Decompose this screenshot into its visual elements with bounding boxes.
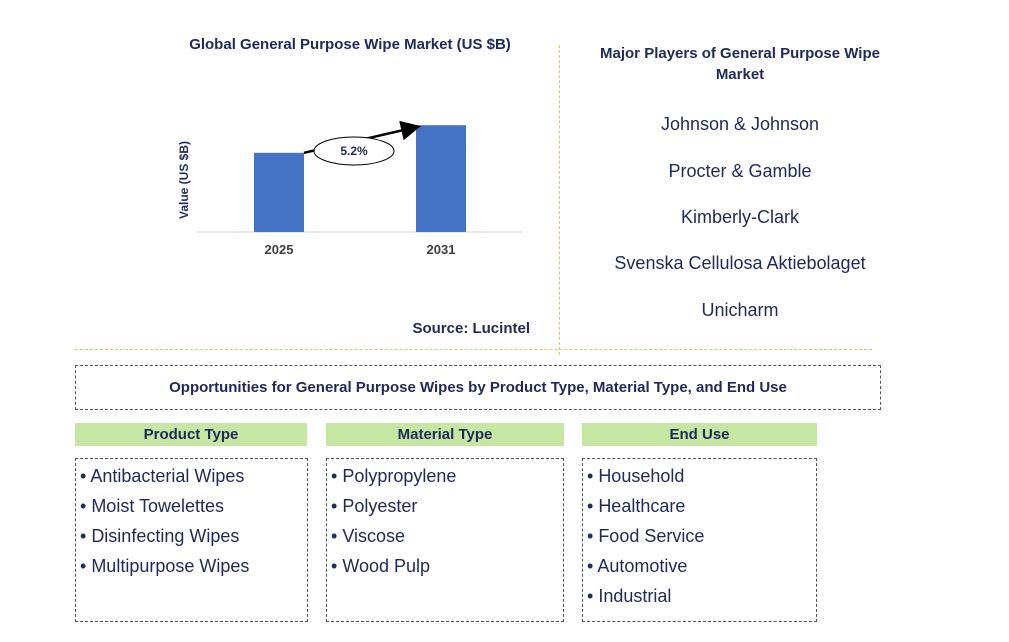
cagr-bubble (313, 136, 395, 166)
chart-title: Global General Purpose Wipe Market (US $… (189, 36, 511, 53)
y-axis-label: Value (US $B) (177, 141, 191, 219)
player-item: Johnson & Johnson (660, 114, 820, 134)
player-item: Svenska Cellulosa Aktiebolaget (614, 253, 866, 273)
players-title: Major Players of General Purpose Wipe Ma… (600, 45, 880, 83)
list-item: • Antibacterial Wipes (80, 466, 245, 486)
list-item: • Household (587, 466, 685, 486)
list-item: • Healthcare (587, 496, 686, 516)
list-item: • Polyester (331, 496, 418, 516)
list-item: • Multipurpose Wipes (80, 556, 250, 576)
x-tick-label: 2031 (427, 242, 456, 257)
list-item: • Food Service (587, 526, 705, 546)
x-tick-label: 2025 (265, 242, 294, 257)
player-item: Unicharm (701, 300, 779, 320)
list-item: • Wood Pulp (331, 556, 431, 576)
product-type-list: • Antibacterial Wipes • Moist Towelettes… (75, 458, 308, 622)
list-item: • Moist Towelettes (80, 496, 225, 516)
horizontal-divider (75, 349, 872, 350)
cagr-label: 5.2% (340, 144, 368, 158)
list-item: • Polypropylene (331, 466, 457, 486)
end-use-list: • Household • Healthcare • Food Service … (582, 458, 817, 622)
material-type-list: • Polypropylene • Polyester • Viscose • … (326, 458, 564, 622)
list-item: • Disinfecting Wipes (80, 526, 240, 546)
opportunities-title: Opportunities for General Purpose Wipes … (75, 365, 881, 410)
list-item: • Viscose (331, 526, 406, 546)
player-item: Kimberly-Clark (680, 207, 799, 227)
bar-chart: Value (US $B) 2025 2031 5.2% (177, 120, 522, 257)
bar (416, 125, 466, 232)
material-type-header: Material Type (326, 423, 564, 446)
list-item: • Automotive (587, 556, 688, 576)
source-label: Source: Lucintel (412, 320, 530, 337)
vertical-divider (559, 45, 560, 355)
product-type-header: Product Type (75, 423, 307, 446)
end-use-header: End Use (582, 423, 817, 446)
player-item: Procter & Gamble (668, 161, 812, 181)
list-item: • Industrial (587, 586, 672, 606)
bar (254, 152, 304, 232)
